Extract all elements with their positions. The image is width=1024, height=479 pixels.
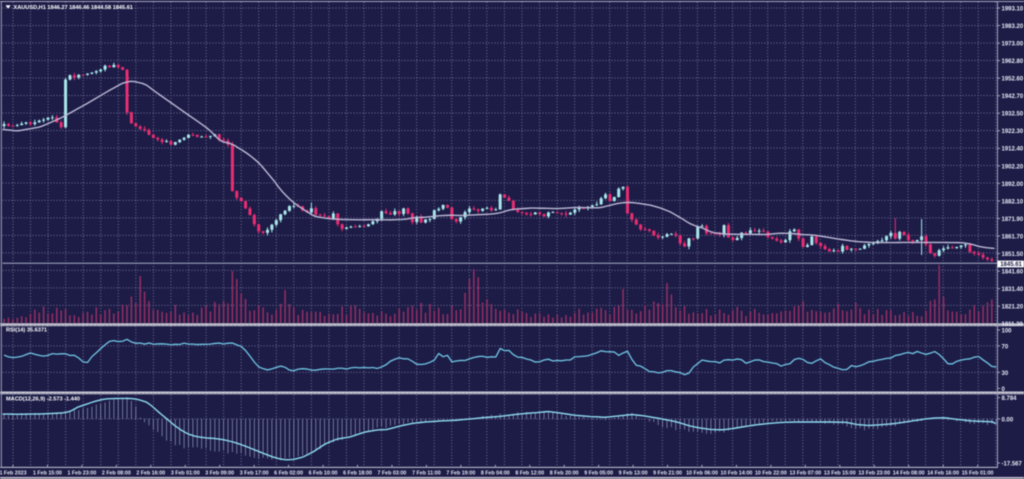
svg-text:14 Feb 08:00: 14 Feb 08:00 xyxy=(893,470,925,476)
svg-text:6 Feb 18:00: 6 Feb 18:00 xyxy=(343,470,372,476)
svg-text:1882.10: 1882.10 xyxy=(1002,199,1024,205)
svg-text:3 Feb 09:00: 3 Feb 09:00 xyxy=(205,470,234,476)
svg-text:1912.40: 1912.40 xyxy=(1002,147,1024,153)
svg-text:9 Feb 13:00: 9 Feb 13:00 xyxy=(619,470,648,476)
svg-text:1811.30: 1811.30 xyxy=(1002,322,1024,328)
svg-text:8 Feb 04:00: 8 Feb 04:00 xyxy=(481,470,510,476)
svg-text:6 Feb 10:00: 6 Feb 10:00 xyxy=(309,470,338,476)
svg-text:1871.90: 1871.90 xyxy=(1002,217,1024,223)
svg-text:100: 100 xyxy=(1002,328,1013,334)
svg-text:XAUUSD,H1 1846.27 1846.46 1844: XAUUSD,H1 1846.27 1846.46 1844.58 1845.6… xyxy=(14,5,133,11)
svg-text:10 Feb 22:00: 10 Feb 22:00 xyxy=(755,470,787,476)
svg-text:14 Feb 16:00: 14 Feb 16:00 xyxy=(927,470,959,476)
svg-text:1993.10: 1993.10 xyxy=(1002,6,1024,12)
svg-text:8 Feb 12:00: 8 Feb 12:00 xyxy=(515,470,544,476)
svg-text:3 Feb 17:00: 3 Feb 17:00 xyxy=(240,470,269,476)
svg-text:2 Feb 16:00: 2 Feb 16:00 xyxy=(136,470,165,476)
svg-text:3 Feb 01:00: 3 Feb 01:00 xyxy=(171,470,200,476)
svg-text:1942.70: 1942.70 xyxy=(1002,94,1024,100)
svg-text:1922.30: 1922.30 xyxy=(1002,129,1024,135)
svg-text:1962.80: 1962.80 xyxy=(1002,59,1024,65)
svg-text:1851.50: 1851.50 xyxy=(1002,252,1024,258)
svg-text:RSI(14) 35.6371: RSI(14) 35.6371 xyxy=(6,328,47,334)
svg-text:13 Feb 07:00: 13 Feb 07:00 xyxy=(789,470,821,476)
svg-text:9 Feb 21:00: 9 Feb 21:00 xyxy=(653,470,682,476)
svg-text:1 Feb 2023: 1 Feb 2023 xyxy=(0,470,27,476)
svg-text:10 Feb 14:00: 10 Feb 14:00 xyxy=(721,470,753,476)
svg-text:1952.60: 1952.60 xyxy=(1002,77,1024,83)
svg-text:13 Feb 15:00: 13 Feb 15:00 xyxy=(824,470,856,476)
svg-text:1841.60: 1841.60 xyxy=(1002,270,1024,276)
svg-text:1932.50: 1932.50 xyxy=(1002,112,1024,118)
svg-text:7 Feb 11:00: 7 Feb 11:00 xyxy=(412,470,441,476)
svg-text:1861.70: 1861.70 xyxy=(1002,234,1024,240)
svg-text:1 Feb 23:00: 1 Feb 23:00 xyxy=(67,470,96,476)
svg-text:30: 30 xyxy=(1002,371,1009,377)
svg-text:13 Feb 23:00: 13 Feb 23:00 xyxy=(858,470,890,476)
svg-text:10 Feb 06:00: 10 Feb 06:00 xyxy=(686,470,718,476)
svg-text:7 Feb 19:00: 7 Feb 19:00 xyxy=(446,470,475,476)
svg-text:7 Feb 03:00: 7 Feb 03:00 xyxy=(378,470,407,476)
svg-text:1983.20: 1983.20 xyxy=(1002,24,1024,30)
svg-text:70: 70 xyxy=(1002,344,1009,350)
svg-text:1 Feb 15:00: 1 Feb 15:00 xyxy=(33,470,62,476)
svg-text:MACD(12,26,9) -2.573 -1.440: MACD(12,26,9) -2.573 -1.440 xyxy=(6,397,80,403)
svg-text:1892.00: 1892.00 xyxy=(1002,182,1024,188)
svg-text:1845.61: 1845.61 xyxy=(1000,262,1022,268)
svg-text:0.00: 0.00 xyxy=(1002,417,1014,423)
svg-text:8.784: 8.784 xyxy=(1002,396,1018,402)
svg-text:0: 0 xyxy=(1002,387,1006,393)
svg-text:9 Feb 05:00: 9 Feb 05:00 xyxy=(584,470,613,476)
svg-text:1902.20: 1902.20 xyxy=(1002,164,1024,170)
svg-text:2 Feb 08:00: 2 Feb 08:00 xyxy=(102,470,131,476)
svg-text:15 Feb 01:00: 15 Feb 01:00 xyxy=(962,470,994,476)
svg-text:6 Feb 02:00: 6 Feb 02:00 xyxy=(274,470,303,476)
svg-text:8 Feb 20:00: 8 Feb 20:00 xyxy=(550,470,579,476)
svg-text:1821.20: 1821.20 xyxy=(1002,305,1024,311)
svg-text:1973.00: 1973.00 xyxy=(1002,41,1024,47)
svg-text:-17.567: -17.567 xyxy=(1002,461,1023,467)
svg-text:1831.40: 1831.40 xyxy=(1002,287,1024,293)
